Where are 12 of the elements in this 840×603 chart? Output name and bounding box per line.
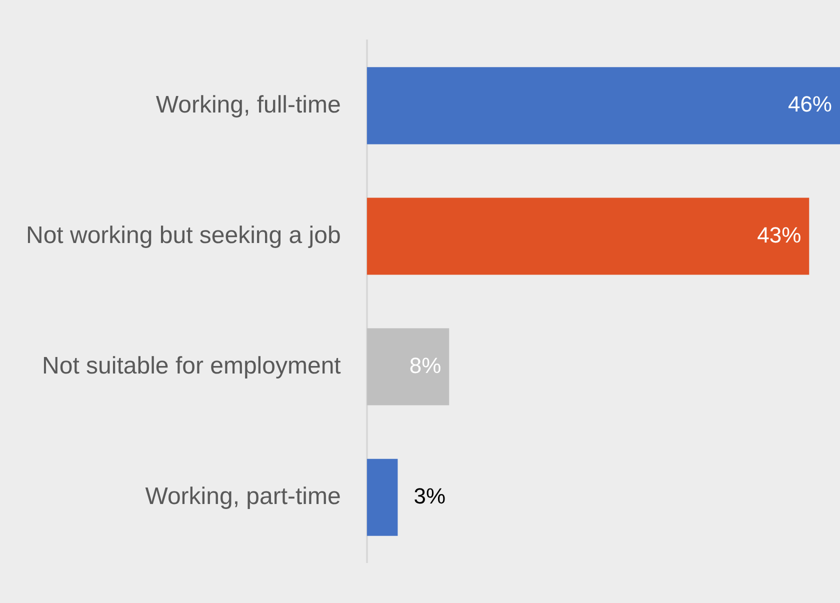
bar [366, 198, 810, 275]
y-tick-label: Not working but seeking a job [26, 222, 341, 249]
y-tick-label: Working, full-time [156, 91, 341, 118]
data-label: 46% [788, 92, 832, 117]
data-label: 43% [757, 222, 802, 248]
y-tick-label: Working, part-time [145, 482, 341, 510]
bar [366, 458, 398, 536]
bar [366, 67, 840, 144]
data-label: 8% [409, 352, 442, 378]
data-label: 3% [414, 483, 446, 508]
bar [366, 328, 450, 406]
y-tick-label: Not suitable for employment [42, 352, 342, 380]
